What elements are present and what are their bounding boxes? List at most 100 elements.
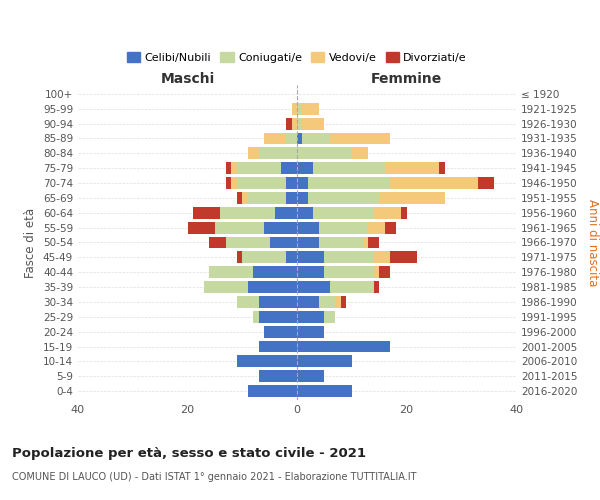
Bar	[193, 207, 220, 218]
Bar	[439, 162, 445, 174]
Bar	[297, 192, 308, 204]
Bar	[362, 236, 368, 248]
Bar	[226, 236, 269, 248]
Bar	[341, 296, 346, 308]
Bar	[237, 252, 242, 264]
Bar	[259, 148, 297, 160]
Text: COMUNE DI LAUCO (UD) - Dati ISTAT 1° gennaio 2021 - Elaborazione TUTTITALIA.IT: COMUNE DI LAUCO (UD) - Dati ISTAT 1° gen…	[12, 472, 416, 482]
Bar	[232, 162, 237, 174]
Bar	[368, 236, 379, 248]
Bar	[297, 311, 325, 322]
Bar	[253, 266, 297, 278]
Bar	[319, 296, 335, 308]
Bar	[264, 326, 297, 338]
Bar	[237, 296, 259, 308]
Bar	[379, 266, 390, 278]
Bar	[374, 266, 379, 278]
Bar	[325, 311, 335, 322]
Bar	[232, 177, 237, 189]
Bar	[374, 281, 379, 293]
Bar	[286, 192, 297, 204]
Bar	[330, 281, 374, 293]
Bar	[313, 207, 374, 218]
Y-axis label: Fasce di età: Fasce di età	[25, 208, 37, 278]
Bar	[297, 207, 313, 218]
Bar	[292, 118, 297, 130]
Bar	[374, 207, 401, 218]
Bar	[259, 296, 297, 308]
Legend: Celibi/Nubili, Coniugati/e, Vedovi/e, Divorziati/e: Celibi/Nubili, Coniugati/e, Vedovi/e, Di…	[122, 48, 472, 68]
Bar	[259, 340, 297, 352]
Bar	[297, 118, 302, 130]
Bar	[204, 281, 248, 293]
Y-axis label: Anni di nascita: Anni di nascita	[586, 199, 599, 286]
Bar	[281, 162, 297, 174]
Bar	[302, 103, 319, 115]
Bar	[352, 148, 368, 160]
Bar	[297, 252, 325, 264]
Bar	[297, 281, 330, 293]
Bar	[286, 177, 297, 189]
Bar	[319, 222, 368, 234]
Bar	[325, 266, 374, 278]
Bar	[209, 266, 253, 278]
Bar	[292, 103, 297, 115]
Bar	[319, 236, 362, 248]
Bar	[248, 385, 297, 397]
Bar	[297, 177, 308, 189]
Bar	[308, 192, 379, 204]
Bar	[385, 162, 439, 174]
Bar	[385, 222, 395, 234]
Bar	[297, 340, 390, 352]
Bar	[390, 177, 478, 189]
Bar	[325, 252, 374, 264]
Bar	[297, 326, 325, 338]
Bar	[237, 177, 286, 189]
Text: Popolazione per età, sesso e stato civile - 2021: Popolazione per età, sesso e stato civil…	[12, 448, 366, 460]
Bar	[220, 207, 275, 218]
Bar	[297, 370, 325, 382]
Bar	[237, 356, 297, 368]
Bar	[248, 192, 286, 204]
Bar	[297, 296, 319, 308]
Bar	[335, 296, 341, 308]
Bar	[297, 222, 319, 234]
Bar	[368, 222, 385, 234]
Bar	[242, 192, 248, 204]
Bar	[248, 148, 259, 160]
Bar	[237, 192, 242, 204]
Bar	[478, 177, 494, 189]
Bar	[286, 118, 292, 130]
Bar	[297, 148, 352, 160]
Bar	[313, 162, 385, 174]
Bar	[286, 252, 297, 264]
Bar	[242, 252, 286, 264]
Bar	[390, 252, 418, 264]
Bar	[308, 177, 390, 189]
Bar	[297, 236, 319, 248]
Bar	[226, 177, 232, 189]
Bar	[330, 132, 390, 144]
Bar	[259, 370, 297, 382]
Bar	[253, 311, 259, 322]
Text: Maschi: Maschi	[160, 72, 215, 86]
Bar	[264, 132, 286, 144]
Bar	[209, 236, 226, 248]
Bar	[297, 356, 352, 368]
Bar	[286, 132, 297, 144]
Text: Femmine: Femmine	[371, 72, 442, 86]
Bar	[302, 132, 330, 144]
Bar	[374, 252, 390, 264]
Bar	[379, 192, 445, 204]
Bar	[275, 207, 297, 218]
Bar	[297, 103, 302, 115]
Bar	[226, 162, 232, 174]
Bar	[248, 281, 297, 293]
Bar	[259, 311, 297, 322]
Bar	[297, 385, 352, 397]
Bar	[215, 222, 264, 234]
Bar	[297, 162, 313, 174]
Bar	[269, 236, 297, 248]
Bar	[401, 207, 407, 218]
Bar	[297, 266, 325, 278]
